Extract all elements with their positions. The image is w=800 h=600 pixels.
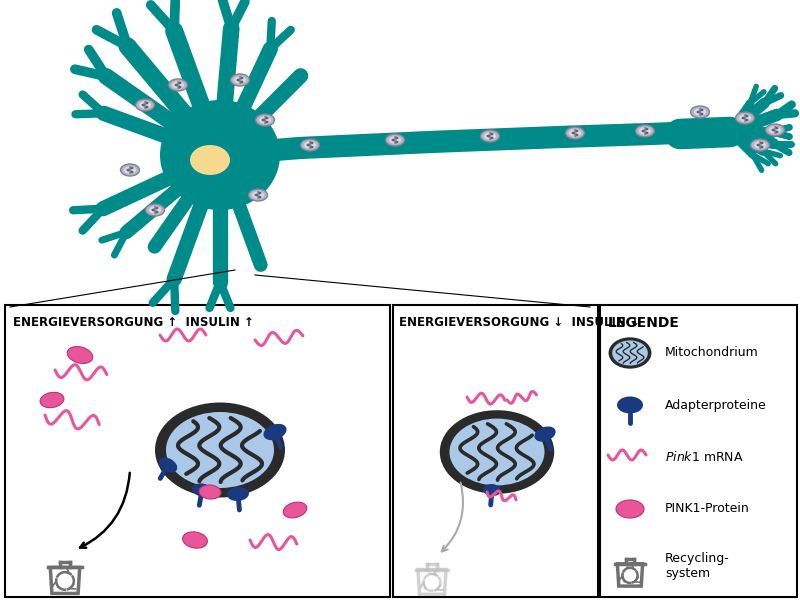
Bar (5, 305, 390, 597)
Ellipse shape (694, 108, 706, 116)
Ellipse shape (766, 124, 785, 136)
Ellipse shape (166, 412, 274, 488)
Ellipse shape (263, 424, 286, 440)
Ellipse shape (635, 125, 654, 137)
Ellipse shape (735, 112, 754, 124)
Text: LEGENDE: LEGENDE (608, 316, 680, 330)
Ellipse shape (252, 191, 264, 199)
Ellipse shape (182, 532, 207, 548)
Ellipse shape (301, 139, 319, 151)
Text: Recycling-
system: Recycling- system (665, 552, 730, 580)
Ellipse shape (172, 81, 184, 89)
Ellipse shape (612, 340, 648, 365)
Ellipse shape (149, 206, 161, 214)
Ellipse shape (190, 145, 230, 175)
Ellipse shape (484, 132, 496, 140)
Ellipse shape (160, 100, 280, 210)
Ellipse shape (67, 347, 93, 364)
Ellipse shape (483, 484, 501, 496)
Text: $\it{Pink1}$ mRNA: $\it{Pink1}$ mRNA (665, 450, 744, 464)
Ellipse shape (40, 392, 64, 407)
Ellipse shape (389, 136, 401, 144)
Text: Mitochondrium: Mitochondrium (665, 346, 758, 359)
Ellipse shape (199, 485, 221, 499)
Text: ENERGIEVERSORGUNG ↑  INSULIN ↑: ENERGIEVERSORGUNG ↑ INSULIN ↑ (13, 317, 254, 329)
Bar (393, 305, 598, 597)
Ellipse shape (230, 74, 250, 86)
Ellipse shape (616, 500, 644, 518)
Ellipse shape (249, 189, 267, 201)
Text: PINK1-Protein: PINK1-Protein (665, 503, 750, 515)
Ellipse shape (135, 99, 154, 111)
Ellipse shape (283, 502, 306, 518)
Ellipse shape (534, 427, 556, 442)
Ellipse shape (750, 139, 770, 151)
Ellipse shape (769, 126, 781, 134)
Ellipse shape (609, 337, 651, 368)
Ellipse shape (639, 127, 651, 135)
Ellipse shape (304, 141, 316, 149)
Ellipse shape (569, 129, 581, 137)
Ellipse shape (139, 101, 151, 109)
Ellipse shape (440, 410, 554, 494)
Ellipse shape (566, 127, 585, 139)
Ellipse shape (158, 457, 178, 473)
Ellipse shape (255, 114, 274, 126)
Ellipse shape (739, 114, 751, 122)
Ellipse shape (617, 397, 643, 413)
Ellipse shape (234, 76, 246, 84)
Ellipse shape (121, 164, 139, 176)
Ellipse shape (155, 403, 285, 497)
Ellipse shape (481, 130, 499, 142)
Ellipse shape (259, 116, 271, 124)
Bar (600, 305, 797, 597)
Ellipse shape (227, 487, 249, 501)
Text: ENERGIEVERSORGUNG ↓  INSULIN ↓: ENERGIEVERSORGUNG ↓ INSULIN ↓ (399, 317, 640, 329)
Ellipse shape (169, 79, 187, 91)
Ellipse shape (192, 484, 212, 497)
Ellipse shape (386, 134, 405, 146)
Ellipse shape (450, 419, 545, 485)
Text: Adapterproteine: Adapterproteine (665, 398, 766, 412)
Ellipse shape (146, 204, 165, 216)
Ellipse shape (690, 106, 710, 118)
Ellipse shape (124, 166, 136, 174)
Ellipse shape (754, 141, 766, 149)
